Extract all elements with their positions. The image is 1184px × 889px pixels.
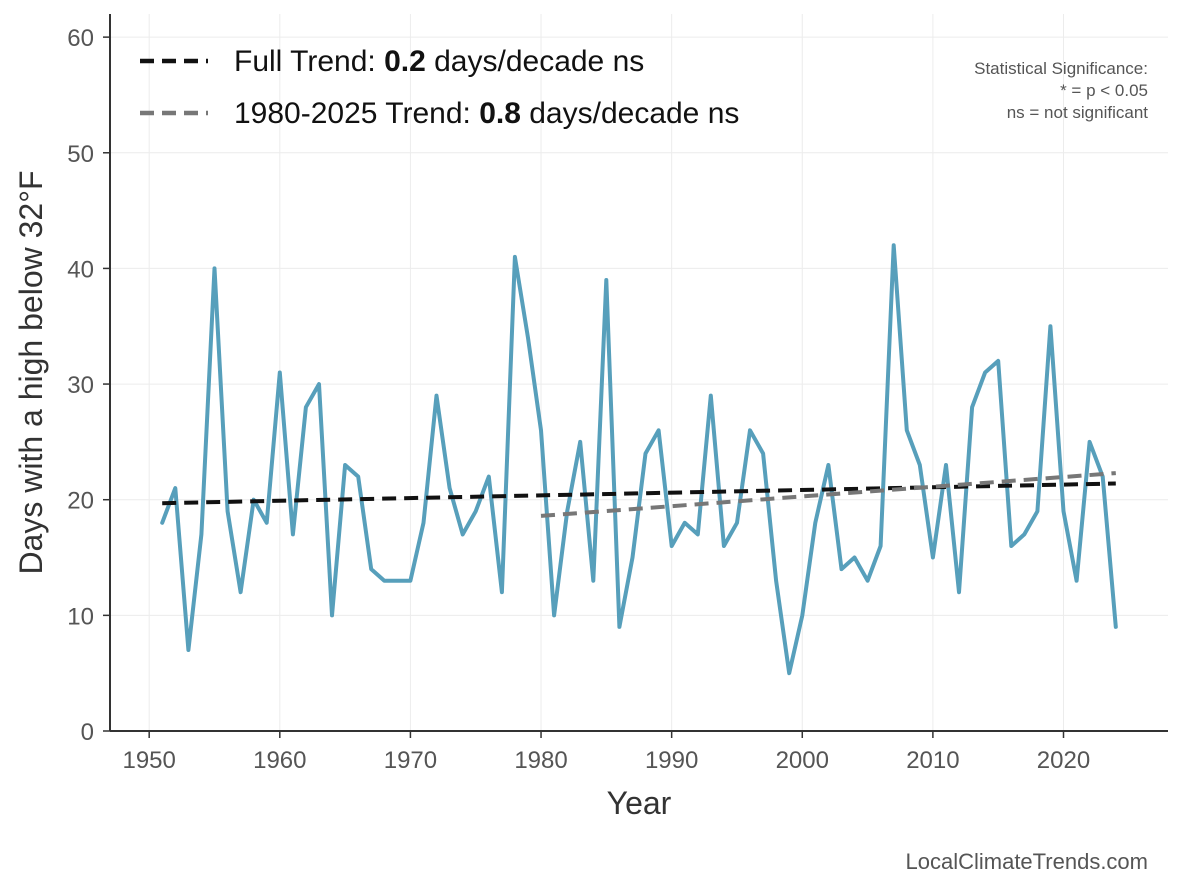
- x-tick-label: 2020: [1037, 747, 1090, 774]
- significance-title: Statistical Significance:: [974, 59, 1148, 78]
- y-tick-label: 50: [67, 141, 94, 168]
- series-days-below-32f-line: [160, 243, 1118, 676]
- series-group: [160, 243, 1118, 676]
- significance-p-value: * = p < 0.05: [1060, 81, 1148, 100]
- y-tick-label: 30: [67, 372, 94, 399]
- x-tick-label: 2000: [776, 747, 829, 774]
- x-tick-label: 1990: [645, 747, 698, 774]
- ticks: 1950 1960 1970 1980 1990 2000 2010 2020 0 10 20 30 4…: [67, 25, 1090, 774]
- legend-suffix: days/decade ns: [521, 97, 739, 130]
- grid: [110, 14, 1168, 732]
- legend-label-full-trend: Full Trend: 0.2 days/decade ns: [234, 45, 644, 78]
- legend: Full Trend: 0.2 days/decade ns 1980-2025…: [140, 45, 739, 130]
- x-tick-label: 1980: [514, 747, 567, 774]
- legend-label-recent-trend: 1980-2025 Trend: 0.8 days/decade ns: [234, 97, 739, 130]
- series-full-trend-line: [162, 481, 1116, 506]
- y-tick-label: 40: [67, 256, 94, 283]
- x-tick-label: 1960: [253, 747, 306, 774]
- legend-prefix: Full Trend:: [234, 45, 384, 78]
- series-recent-trend-line: [540, 471, 1116, 518]
- axes: [109, 14, 1168, 732]
- significance-ns: ns = not significant: [1007, 103, 1149, 122]
- x-tick-label: 1950: [122, 747, 175, 774]
- y-tick-label: 10: [67, 603, 94, 630]
- x-axis-title: Year: [607, 785, 672, 821]
- y-tick-label: 20: [67, 488, 94, 515]
- source-credit: LocalClimateTrends.com: [906, 849, 1149, 874]
- x-tick-label: 1970: [384, 747, 437, 774]
- legend-prefix: 1980-2025 Trend:: [234, 97, 479, 130]
- x-tick-label: 2010: [906, 747, 959, 774]
- legend-value: 0.8: [479, 97, 521, 130]
- significance-note: Statistical Significance: * = p < 0.05 n…: [974, 59, 1148, 122]
- legend-suffix: days/decade ns: [426, 45, 644, 78]
- y-axis-title: Days with a high below 32°F: [13, 170, 49, 574]
- legend-value: 0.2: [384, 45, 426, 78]
- y-tick-label: 60: [67, 25, 94, 52]
- y-tick-label: 0: [81, 719, 94, 746]
